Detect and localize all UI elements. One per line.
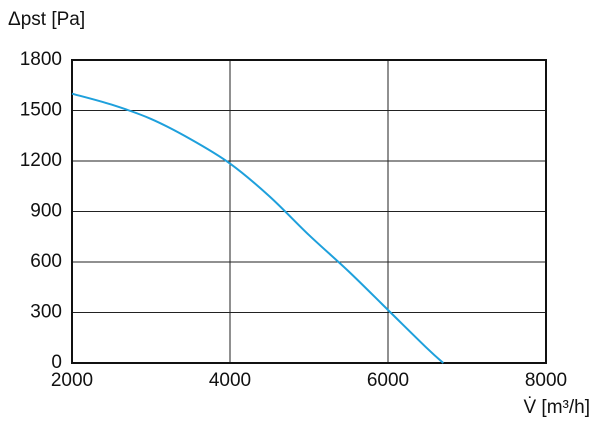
y-tick-label: 300 <box>30 302 62 323</box>
y-tick-label: 0 <box>51 352 62 373</box>
y-tick-label: 1500 <box>20 100 62 121</box>
x-tick-label: 6000 <box>367 370 409 391</box>
y-tick-label: 900 <box>30 201 62 222</box>
x-axis-label: V̇ [m³/h] <box>523 397 590 418</box>
x-tick-label: 8000 <box>525 370 567 391</box>
x-tick-label: 4000 <box>209 370 251 391</box>
y-axis-label: Δpst [Pa] <box>8 9 85 30</box>
y-tick-label: 1200 <box>20 150 62 171</box>
y-tick-label: 1800 <box>20 49 62 70</box>
y-tick-label: 600 <box>30 251 62 272</box>
x-tick-label: 2000 <box>51 370 93 391</box>
plot-frame <box>71 59 547 364</box>
fan-curve <box>71 92 444 364</box>
